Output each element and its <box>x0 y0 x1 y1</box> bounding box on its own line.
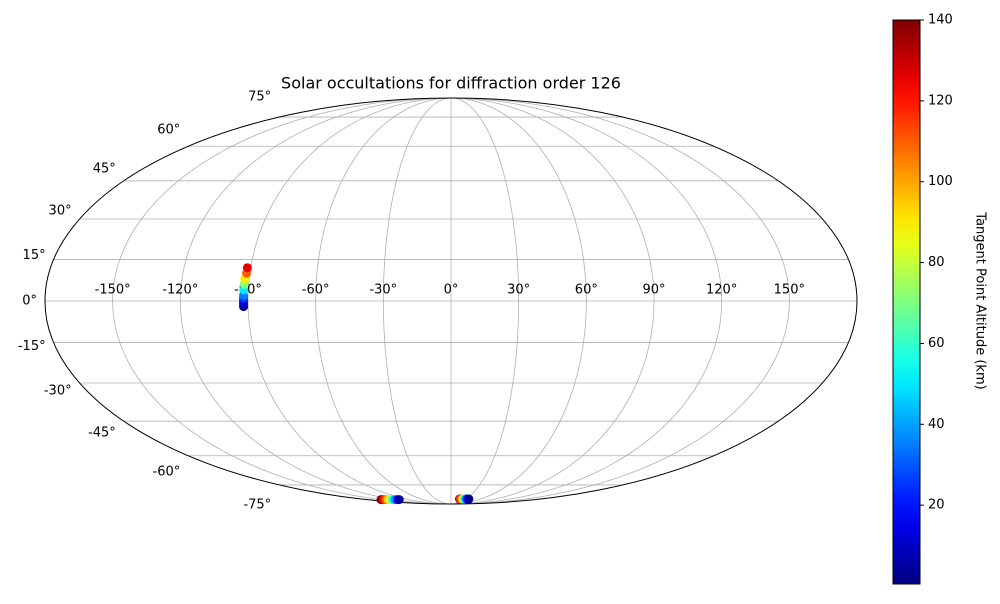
grid-line <box>450 98 520 504</box>
grid-line <box>112 98 452 504</box>
y-tick-label: -15° <box>18 339 46 354</box>
colorbar-tick-label: 20 <box>928 498 945 513</box>
x-tick-label: 90° <box>642 283 665 298</box>
chart-title: Solar occultations for diffraction order… <box>281 74 621 93</box>
grid-line <box>382 98 452 504</box>
x-tick-label: 0° <box>444 283 459 298</box>
colorbar-label: Tangent Point Altitude (km) <box>973 211 988 389</box>
colorbar-tick-label: 40 <box>928 417 945 432</box>
grid-line <box>179 98 452 504</box>
grid-line <box>450 98 655 504</box>
x-tick-label: 150° <box>774 283 805 298</box>
colorbar-tick-label: 60 <box>928 336 945 351</box>
y-tick-label: 15° <box>23 248 46 263</box>
x-tick-label: 30° <box>507 283 530 298</box>
y-tick-label: -45° <box>88 426 116 441</box>
x-tick-label: -150° <box>95 283 131 298</box>
colorbar-tick-label: 120 <box>928 93 953 108</box>
map-frame <box>44 97 858 505</box>
point <box>394 495 404 505</box>
colorbar-tick-label: 140 <box>928 13 953 28</box>
point <box>464 494 474 504</box>
grid-line <box>247 98 452 504</box>
y-tick-label: 30° <box>49 203 72 218</box>
y-tick-label: -75° <box>243 497 271 512</box>
x-tick-label: 60° <box>575 283 598 298</box>
grid-line <box>450 98 587 504</box>
point <box>242 263 252 273</box>
y-tick-label: -30° <box>44 384 72 399</box>
x-tick-label: -30° <box>369 283 397 298</box>
colorbar-ticks: 20 40 60 80 100 120 140 <box>920 13 953 513</box>
y-tick-label: 60° <box>157 123 180 138</box>
y-tick-label: 0° <box>22 294 37 309</box>
x-tick-label: -60° <box>302 283 330 298</box>
grid-line <box>315 98 452 504</box>
colorbar <box>892 19 921 585</box>
colorbar-tick-label: 80 <box>928 255 945 270</box>
y-tick-label: 45° <box>93 161 116 176</box>
y-tick-label: 75° <box>248 90 271 105</box>
points <box>238 263 474 505</box>
x-tick-label: -120° <box>162 283 198 298</box>
grid <box>45 98 857 504</box>
y-tick-label: -60° <box>153 464 181 479</box>
colorbar-tick-label: 100 <box>928 174 953 189</box>
grid-line <box>450 98 723 504</box>
x-tick-label: 120° <box>706 283 737 298</box>
grid-line <box>450 98 790 504</box>
tick-labels: -75° -60° -45° -30° -15° 0° 15° 30° 45° 60° 75° -15… <box>18 90 805 513</box>
